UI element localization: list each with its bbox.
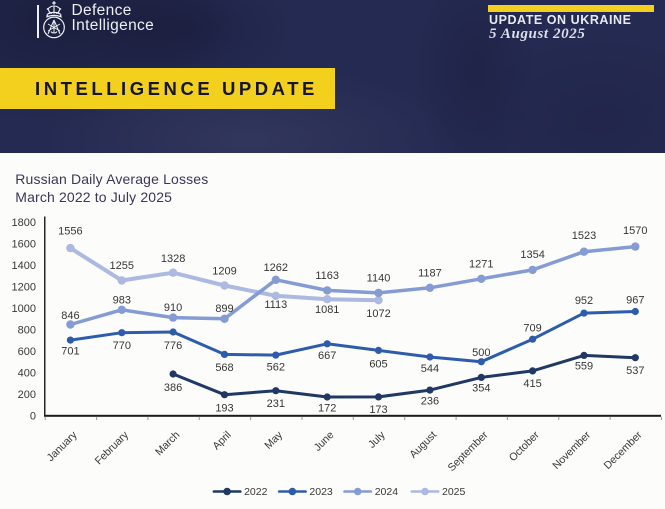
svg-text:1328: 1328 [161, 253, 185, 265]
svg-text:952: 952 [575, 295, 593, 307]
svg-text:1163: 1163 [315, 270, 339, 282]
svg-text:967: 967 [626, 294, 644, 306]
svg-text:400: 400 [18, 367, 36, 379]
svg-text:415: 415 [523, 378, 541, 390]
svg-text:600: 600 [18, 346, 36, 358]
svg-text:2022: 2022 [244, 486, 268, 498]
svg-text:386: 386 [164, 382, 182, 394]
svg-text:September: September [446, 429, 491, 474]
svg-text:2024: 2024 [375, 486, 399, 498]
svg-text:776: 776 [164, 340, 182, 352]
svg-text:October: October [507, 429, 542, 464]
svg-text:1072: 1072 [366, 308, 390, 320]
svg-text:200: 200 [18, 389, 36, 401]
svg-text:1000: 1000 [12, 303, 36, 315]
svg-text:December: December [602, 429, 645, 472]
svg-text:173: 173 [369, 404, 387, 416]
svg-text:February: February [93, 429, 132, 468]
svg-text:July: July [366, 429, 388, 451]
svg-text:846: 846 [61, 310, 79, 322]
svg-text:1140: 1140 [367, 272, 391, 284]
svg-text:March: March [153, 429, 182, 458]
svg-text:236: 236 [421, 395, 439, 407]
svg-text:1600: 1600 [12, 238, 36, 250]
svg-text:1400: 1400 [12, 260, 36, 272]
svg-text:1209: 1209 [212, 266, 236, 278]
svg-text:1200: 1200 [12, 281, 36, 293]
svg-text:605: 605 [369, 358, 387, 370]
svg-text:1262: 1262 [264, 262, 288, 274]
svg-text:667: 667 [318, 350, 336, 362]
svg-text:899: 899 [215, 303, 233, 315]
svg-text:August: August [407, 429, 439, 461]
svg-text:November: November [550, 429, 593, 472]
svg-text:709: 709 [523, 323, 541, 335]
svg-text:172: 172 [318, 403, 336, 415]
svg-text:910: 910 [164, 302, 182, 314]
svg-text:March 2022 to July 2025: March 2022 to July 2025 [15, 189, 172, 205]
svg-text:568: 568 [215, 362, 233, 374]
svg-text:April: April [210, 429, 233, 452]
svg-text:1113: 1113 [264, 299, 287, 311]
svg-text:1354: 1354 [520, 249, 544, 261]
svg-text:701: 701 [61, 346, 79, 358]
svg-text:June: June [312, 429, 337, 454]
svg-text:544: 544 [421, 363, 439, 375]
svg-text:800: 800 [18, 324, 36, 336]
svg-text:537: 537 [626, 365, 644, 377]
svg-text:0: 0 [30, 410, 36, 422]
svg-text:January: January [45, 429, 80, 464]
svg-text:2025: 2025 [442, 486, 466, 498]
svg-text:May: May [262, 429, 285, 452]
svg-text:562: 562 [267, 362, 285, 374]
svg-text:354: 354 [472, 382, 490, 394]
svg-text:983: 983 [113, 294, 131, 306]
svg-text:1255: 1255 [110, 260, 134, 272]
svg-text:1570: 1570 [623, 225, 647, 237]
svg-text:1556: 1556 [58, 226, 82, 238]
svg-text:231: 231 [267, 398, 285, 410]
svg-text:1081: 1081 [315, 304, 339, 316]
svg-text:500: 500 [472, 347, 490, 359]
svg-text:1187: 1187 [418, 267, 442, 279]
svg-text:193: 193 [215, 403, 233, 415]
svg-text:Russian Daily Average Losses: Russian Daily Average Losses [15, 171, 208, 187]
svg-text:1271: 1271 [469, 258, 493, 270]
svg-text:1800: 1800 [12, 217, 36, 229]
svg-text:1523: 1523 [572, 230, 596, 242]
svg-text:2023: 2023 [309, 486, 333, 498]
svg-text:770: 770 [113, 340, 131, 352]
svg-text:559: 559 [575, 360, 593, 372]
